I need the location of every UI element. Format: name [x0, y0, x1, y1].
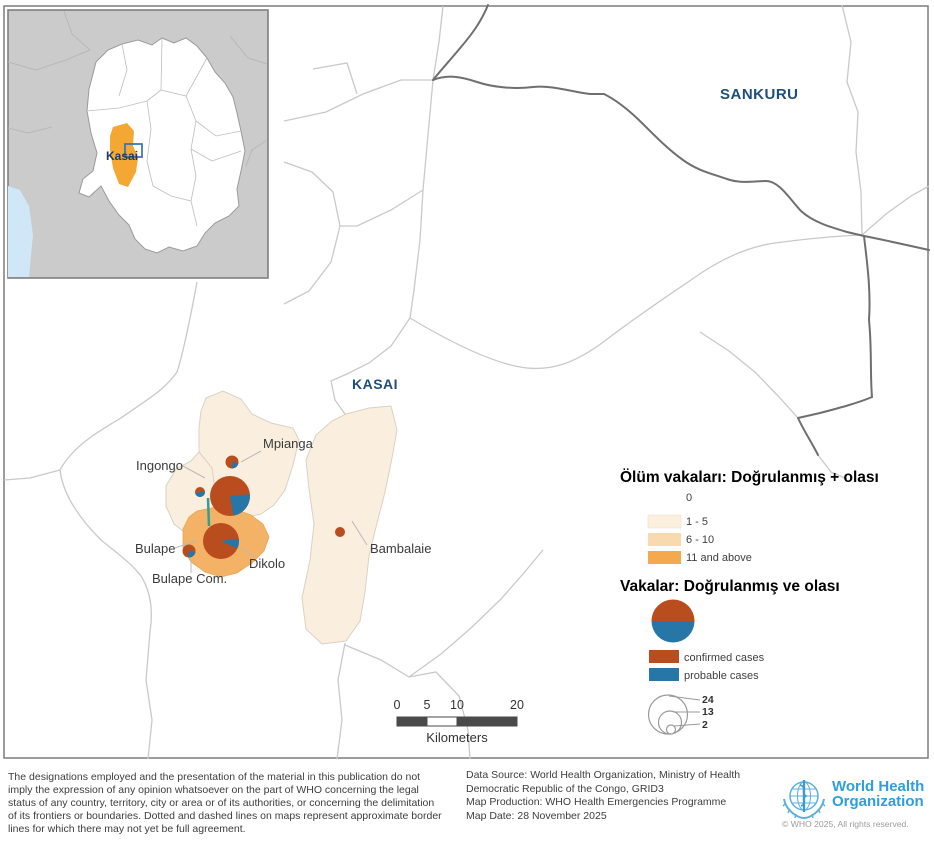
who-emblem-icon — [782, 780, 826, 820]
disclaimer-line: status of any country, territory, city o… — [8, 797, 435, 810]
swatch-label-deaths-1-5: 1 - 5 — [686, 516, 708, 528]
label-leader-lines — [174, 450, 368, 573]
data-source-block: Data Source: World Health Organization, … — [466, 769, 766, 824]
label-bambalaie: Bambalaie — [370, 541, 431, 556]
zone-labels: Mpianga Ingongo Bulape Bulape Com. Dikol… — [135, 436, 431, 586]
case-pie-probable-wedge — [221, 538, 240, 549]
scale-tick-10: 10 — [450, 698, 464, 712]
disclaimer-line: imply the expression of any opinion what… — [8, 784, 419, 797]
swatch-label-probable-cases: probable cases — [684, 670, 759, 682]
footer: The designations employed and the presen… — [0, 765, 934, 841]
inset-map: Kasai — [7, 9, 269, 279]
inset-kasai-label: Kasai — [106, 149, 138, 163]
case-pie-probable-wedge — [187, 551, 196, 558]
who-name-line2: Organization — [832, 793, 924, 811]
inset-ocean — [8, 186, 33, 277]
swatch-label-deaths-0: 0 — [686, 492, 692, 504]
disclaimer-text: The designations employed and the presen… — [8, 771, 460, 836]
swatch-deaths-11-above — [648, 551, 681, 564]
disclaimer-line: lines for which there may not yet be ful… — [8, 823, 246, 836]
swatch-probable-cases — [649, 668, 679, 681]
zone-bambalaie — [301, 405, 398, 645]
label-kasai-province: KASAI — [352, 376, 398, 392]
size-label-2: 2 — [702, 719, 708, 731]
inset-kasai-province — [110, 123, 138, 187]
case-pies-layer — [182, 455, 345, 559]
case-pie-bambalaie — [335, 527, 345, 537]
case-pie-probable-wedge — [232, 462, 239, 469]
source-line: Democratic Republic of the Congo, GRID3 — [466, 782, 664, 795]
legend-pie-probable-half — [651, 621, 695, 643]
size-leader-lines — [668, 695, 701, 727]
teal-marker-line — [206, 497, 211, 527]
swatch-deaths-6-10 — [648, 533, 681, 546]
swatch-deaths-1-5 — [647, 514, 682, 529]
who-copyright: © WHO 2025, All rights reserved. — [782, 819, 909, 829]
scale-bar-outline — [396, 716, 518, 727]
scale-bar: 0 5 10 20 Kilometers — [394, 698, 524, 745]
health-zone-boundaries — [3, 4, 930, 760]
scale-tick-20: 20 — [510, 698, 524, 712]
swatch-deaths-0 — [648, 491, 681, 504]
source-line: Data Source: World Health Organization, … — [466, 769, 741, 781]
size-label-13: 13 — [702, 706, 714, 718]
swatch-label-deaths-6-10: 6 - 10 — [686, 534, 714, 546]
size-label-24: 24 — [702, 694, 714, 706]
inset-neighbor-borders — [7, 10, 268, 167]
label-bulape: Bulape — [135, 541, 175, 556]
swatch-label-deaths-11-above: 11 and above — [686, 552, 752, 564]
source-line: Map Production: WHO Health Emergencies P… — [466, 796, 727, 809]
scale-bar-white-segment — [426, 716, 458, 727]
who-name: World Health Organization — [832, 779, 924, 810]
label-bulape-com: Bulape Com. — [152, 571, 227, 586]
label-ingongo: Ingongo — [136, 458, 183, 473]
scale-tick-5: 5 — [424, 698, 431, 712]
legend-cases-title: Vakalar: Doğrulanmış ve olası — [620, 578, 840, 595]
main-map: Mpianga Ingongo Bulape Bulape Com. Dikol… — [3, 4, 930, 760]
disclaimer-line: The designations employed and the presen… — [8, 771, 421, 783]
size-legend: 24 13 2 — [647, 694, 714, 735]
label-dikolo: Dikolo — [249, 556, 285, 571]
province-boundary — [432, 4, 930, 456]
who-logo-block: World Health Organization © WHO 2025, Al… — [780, 767, 932, 837]
case-pie-probable-wedge — [195, 491, 206, 498]
scale-tick-0: 0 — [394, 698, 401, 712]
case-pie-probable-wedge — [230, 494, 250, 516]
inset-province-borders — [86, 37, 242, 227]
label-sankuru-province: SANKURU — [720, 86, 799, 103]
legend-deaths-title: Ölüm vakaları: Doğrulanmış + olası — [620, 469, 879, 486]
label-mpianga: Mpianga — [263, 436, 314, 451]
scale-unit-label: Kilometers — [426, 730, 488, 745]
swatch-confirmed-cases — [649, 650, 679, 663]
who-name-line1: World Health — [832, 778, 925, 795]
inset-extent-rectangle — [124, 143, 143, 158]
legend-pie-confirmed-half — [651, 599, 695, 621]
source-line: Map Date: 28 November 2025 — [466, 809, 607, 822]
legend: Ölüm vakaları: Doğrulanmış + olası 0 1 -… — [620, 469, 879, 735]
disclaimer-line: of its frontiers or boundaries. Dotted a… — [8, 810, 442, 823]
size-circle-2 — [665, 724, 677, 735]
swatch-label-confirmed-cases: confirmed cases — [684, 652, 765, 664]
